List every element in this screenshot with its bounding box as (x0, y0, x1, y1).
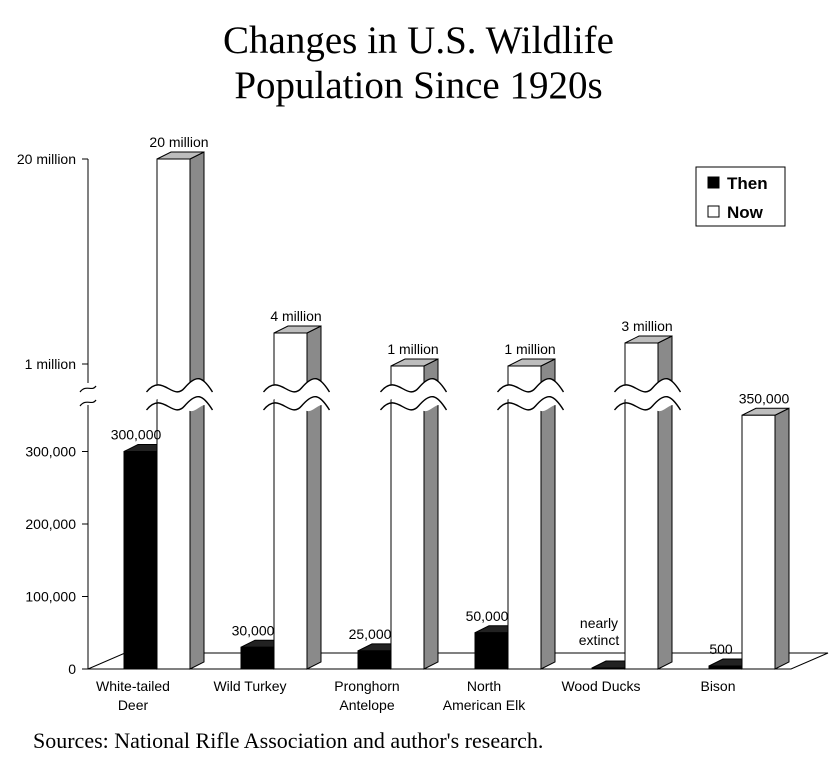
axis-break-fill-2 (380, 378, 447, 412)
bar-front (591, 667, 626, 670)
y-tick-label: 1 million (25, 356, 76, 372)
bar-label-then-2: 25,000 (349, 626, 392, 642)
bar-front (741, 414, 776, 670)
axis-break-fill-3 (497, 378, 564, 412)
category-label-1: Wild Turkey (213, 678, 286, 694)
axis-break-fill-1 (263, 378, 330, 412)
axis-break-line-4 (613, 378, 682, 393)
category-label-3: North (467, 678, 501, 694)
axis-break-line-1 (262, 378, 331, 393)
category-label-3-b: American Elk (443, 697, 526, 713)
bar-label-then-5: 500 (709, 641, 733, 657)
bar-front (123, 451, 158, 670)
y-tick-label: 200,000 (25, 516, 76, 532)
axis-break-line-3-b (496, 396, 565, 411)
legend-label-now: Now (727, 203, 764, 222)
category-label-2: Pronghorn (334, 678, 399, 694)
bar-label-then-4-b: extinct (579, 632, 620, 648)
chart-title: Changes in U.S. Wildlife Population Sinc… (0, 18, 837, 108)
bar-label-then-0: 300,000 (111, 427, 162, 443)
y-tick-label: 20 million (17, 151, 76, 167)
bar-label-now-0: 20 million (149, 134, 208, 150)
category-label-2-b: Antelope (339, 697, 394, 713)
y-tick-label: 100,000 (25, 589, 76, 605)
axis-break-line-4-b (613, 396, 682, 411)
chart-title-line-2: Population Since 1920s (234, 64, 603, 107)
category-label-0: White-tailed (96, 678, 170, 694)
bar-label-then-3: 50,000 (466, 608, 509, 624)
legend-swatch-then (707, 176, 720, 189)
y-tick-label: 0 (68, 661, 76, 677)
bar-front (273, 332, 308, 670)
bar-front (708, 665, 743, 670)
y-tick-label: 300,000 (25, 444, 76, 460)
y-axis-break-mark (79, 385, 97, 393)
bar-now-5 (741, 407, 790, 670)
bar-side (774, 407, 790, 670)
y-axis-break-mark-b (79, 399, 97, 407)
axis-break-line-3 (496, 378, 565, 393)
bar-now-1 (273, 325, 322, 670)
axis-break-line-0-b (145, 396, 214, 411)
category-label-5: Bison (700, 678, 735, 694)
bar-label-now-2: 1 million (387, 341, 438, 357)
legend: Then Now (695, 166, 786, 227)
axis-break-line-2 (379, 378, 448, 393)
bar-label-then-1: 30,000 (232, 622, 275, 638)
bar-label-now-4: 3 million (621, 318, 672, 334)
bar-label-now-5: 350,000 (739, 390, 790, 406)
legend-label-then: Then (727, 174, 768, 193)
axis-break-line-0 (145, 378, 214, 393)
bar-now-2 (390, 358, 439, 670)
bar-label-now-3: 1 million (504, 341, 555, 357)
chart-title-line-1: Changes in U.S. Wildlife (223, 19, 614, 62)
source-note: Sources: National Rifle Association and … (33, 728, 544, 753)
legend-swatch-now (707, 205, 720, 218)
bar-front (240, 646, 275, 670)
bar-now-3 (507, 358, 556, 670)
axis-break-line-2-b (379, 396, 448, 411)
bar-label-then-4: nearly (580, 615, 618, 631)
bar-front (156, 158, 191, 670)
bar-label-now-1: 4 million (270, 308, 321, 324)
bar-front (390, 365, 425, 670)
bar-side (306, 325, 322, 670)
category-label-4: Wood Ducks (561, 678, 640, 694)
category-label-0-b: Deer (118, 697, 149, 713)
axis-break-line-1-b (262, 396, 331, 411)
bar-front (474, 632, 509, 670)
axis-break-fill-4 (614, 378, 681, 412)
axis-break-fill-0 (146, 378, 213, 412)
bar-now-0 (156, 151, 205, 670)
bar-front (357, 650, 392, 670)
bar-front (507, 365, 542, 670)
